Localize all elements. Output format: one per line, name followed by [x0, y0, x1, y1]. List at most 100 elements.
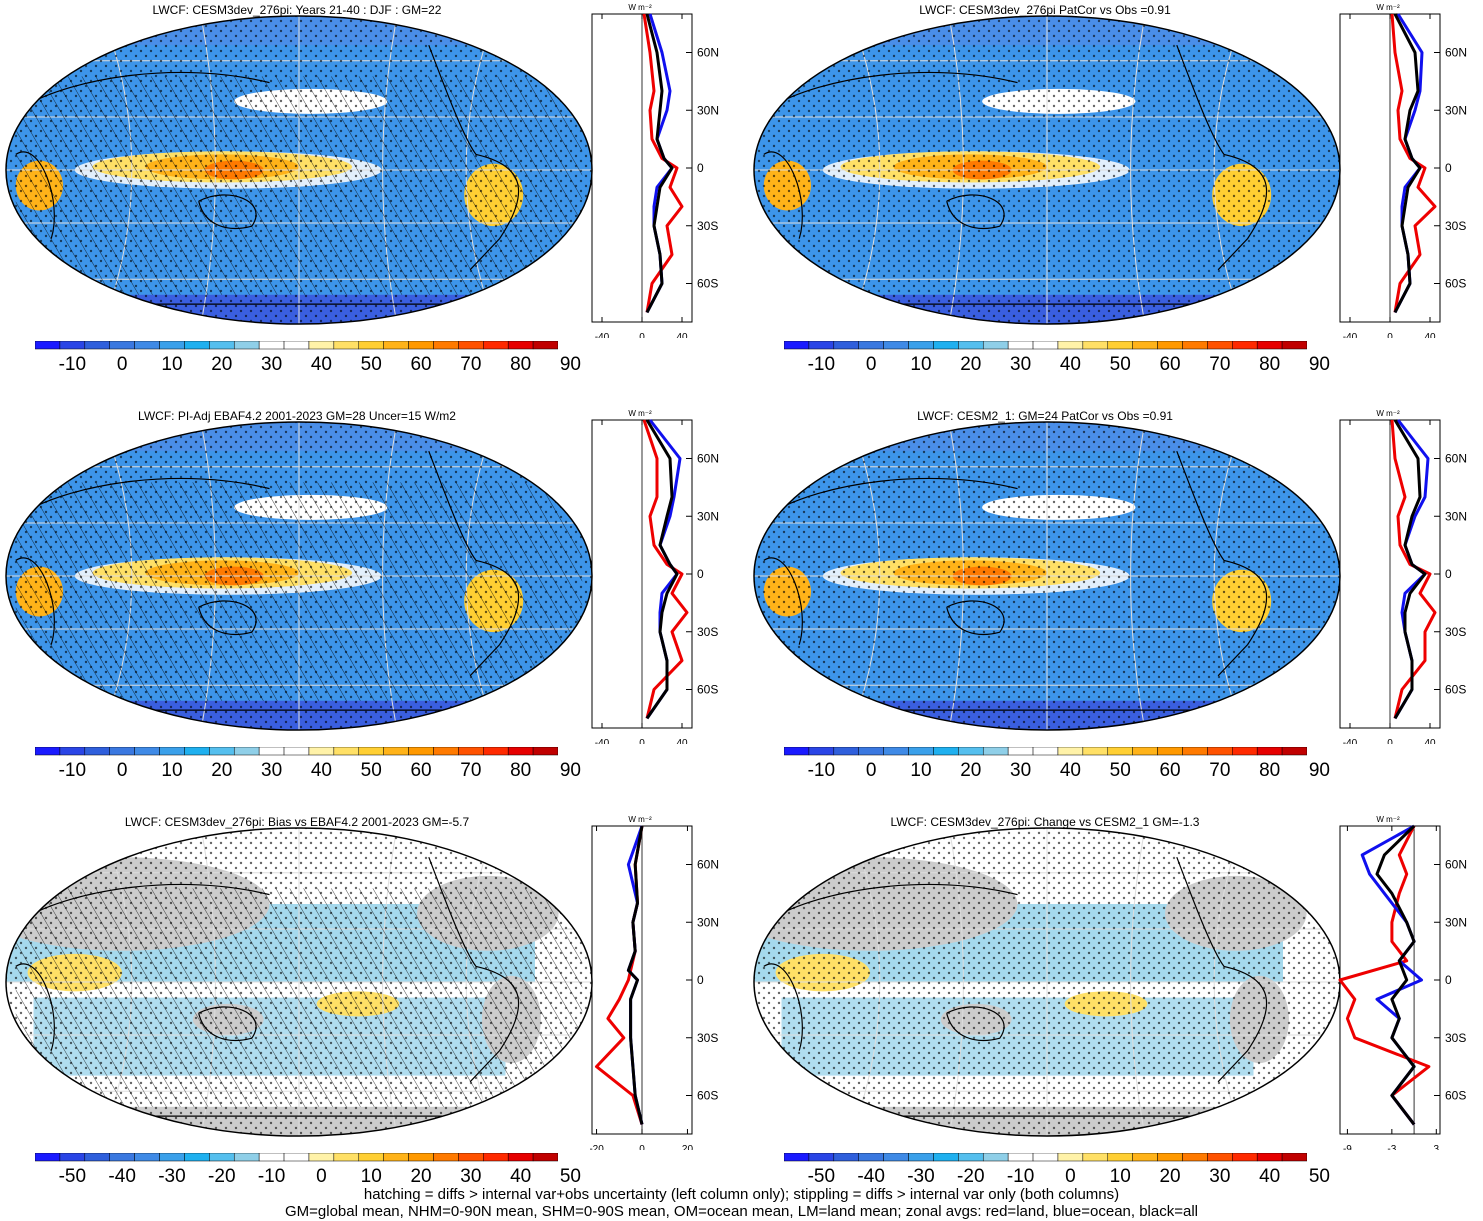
x-tick-label: -9 — [1343, 1144, 1352, 1150]
colorbar-tick-label: 20 — [211, 760, 233, 781]
stippling — [754, 16, 1340, 324]
colorbar-tick-label: 50 — [1109, 354, 1131, 375]
x-tick-label: 40 — [1424, 738, 1436, 744]
colorbar-swatch — [532, 747, 558, 756]
footer-line-1: hatching = diffs > internal var+obs unce… — [363, 1186, 1120, 1203]
colorbar-swatch — [808, 1153, 835, 1162]
colorbar-tick-label: 40 — [1059, 760, 1081, 781]
x-tick-label: 0 — [1387, 738, 1393, 744]
colorbar-swatch — [1232, 1153, 1258, 1162]
colorbar-tick-label: 0 — [316, 1166, 327, 1187]
hatching — [15, 888, 583, 1107]
footer-notes: hatching = diffs > internal var+obs unce… — [0, 1186, 1483, 1220]
colorbar-swatch — [84, 341, 110, 350]
colorbar-tick-label: 50 — [1308, 1166, 1331, 1187]
colorbar-swatch — [258, 1153, 285, 1162]
colorbar-tick-label: 10 — [360, 1166, 382, 1187]
colorbar-swatch — [1082, 341, 1109, 350]
colorbar — [35, 341, 558, 350]
colorbar-labels: -10 0 10 20 30 40 50 60 70 80 90 — [784, 760, 1330, 782]
colorbar-tick-label: 40 — [310, 760, 332, 781]
colorbar-swatch — [109, 1153, 135, 1162]
colorbar-swatch — [308, 1153, 335, 1162]
lat-tick-label: 60S — [1445, 1089, 1466, 1103]
zonal-profile: W m⁻² 60N 30N 0 30S 60S -40 0 40 — [591, 3, 719, 338]
lat-tick-label: 60S — [697, 277, 718, 291]
colorbar-tick-label: 70 — [1209, 354, 1231, 375]
lat-tick-label: 0 — [1445, 973, 1452, 987]
colorbar-tick-label: 60 — [410, 354, 432, 375]
lat-tick-label: 30N — [697, 509, 719, 523]
x-tick-label: 0 — [639, 738, 645, 744]
colorbar-swatch — [1207, 1153, 1233, 1162]
colorbar-tick-label: 50 — [1109, 760, 1131, 781]
colorbar-tick-label: 10 — [1109, 1166, 1131, 1187]
panel-title: LWCF: CESM3dev_276pi PatCor vs Obs =0.91 — [919, 3, 1171, 17]
zonal-profile: W m⁻² 60N 30N 0 30S 60S -9 -3 3 — [1338, 815, 1467, 1150]
robinson-map — [753, 421, 1341, 731]
lat-tick-label: 60N — [697, 858, 719, 872]
colorbar-tick-label: 0 — [865, 760, 877, 781]
colorbar-swatch — [483, 747, 509, 756]
colorbar-swatch — [1157, 747, 1183, 756]
colorbar-swatch — [1007, 1153, 1034, 1162]
colorbar-swatch — [958, 341, 984, 350]
colorbar-swatch — [433, 747, 459, 756]
colorbar-tick-label: 20 — [960, 760, 982, 781]
colorbar-swatch — [35, 747, 61, 756]
colorbar — [784, 1153, 1307, 1162]
colorbar-tick-label: 90 — [1308, 760, 1331, 781]
colorbar-tick-label: 20 — [1159, 1166, 1181, 1187]
colorbar-swatch — [358, 747, 384, 756]
colorbar-tick-label: -20 — [208, 1166, 236, 1187]
colorbar-swatch — [458, 341, 484, 350]
colorbar-swatch — [507, 341, 534, 350]
colorbar — [35, 1153, 558, 1162]
robinson-map — [753, 827, 1341, 1137]
colorbar-tick-label: -10 — [1006, 1166, 1035, 1187]
colorbar-tick-label: 10 — [161, 354, 183, 375]
colorbar-swatch — [358, 1153, 384, 1162]
lat-tick-label: 30N — [1445, 509, 1467, 523]
colorbar-swatch — [84, 1153, 110, 1162]
profile-unit: W m⁻² — [1376, 3, 1400, 12]
colorbar-tick-label: 80 — [510, 760, 532, 781]
colorbar-swatch — [209, 1153, 235, 1162]
colorbar-swatch — [1132, 1153, 1158, 1162]
lat-tick-label: 30N — [1445, 103, 1467, 117]
colorbar-swatch — [159, 341, 185, 350]
colorbar-swatch — [1057, 341, 1084, 350]
colorbar-tick-label: 30 — [261, 354, 283, 375]
colorbar-swatch — [209, 341, 235, 350]
x-tick-label: 40 — [676, 738, 688, 744]
colorbar-swatch — [408, 341, 434, 350]
colorbar-tick-label: 80 — [1259, 760, 1281, 781]
colorbar-swatch — [283, 341, 310, 350]
x-tick-label: 20 — [682, 1144, 694, 1150]
colorbar-swatch — [1182, 341, 1208, 350]
colorbar-swatch — [1232, 747, 1258, 756]
colorbar-swatch — [1281, 341, 1307, 350]
colorbar-swatch — [283, 747, 310, 756]
colorbar-tick-label: 60 — [1159, 354, 1181, 375]
profile-line-all — [1375, 824, 1416, 1126]
colorbar-swatch — [333, 341, 360, 350]
colorbar-swatch — [1007, 747, 1034, 756]
colorbar-swatch — [784, 1153, 810, 1162]
lat-tick-label: 60N — [1445, 858, 1467, 872]
panel-title: LWCF: PI-Adj EBAF4.2 2001-2023 GM=28 Unc… — [138, 409, 456, 423]
colorbar-swatch — [933, 1153, 959, 1162]
colorbar-tick-label: 90 — [1308, 354, 1331, 375]
lat-tick-label: 30S — [1445, 1031, 1466, 1045]
colorbar-swatch — [833, 341, 859, 350]
colorbar-swatch — [982, 747, 1009, 756]
colorbar-tick-label: -10 — [807, 354, 836, 375]
x-tick-label: 0 — [639, 332, 645, 338]
colorbar-swatch — [1132, 341, 1158, 350]
colorbar-tick-label: 80 — [1259, 354, 1281, 375]
colorbar-swatch — [958, 747, 984, 756]
colorbar-swatch — [184, 341, 210, 350]
lat-tick-label: 0 — [697, 161, 704, 175]
hatching — [15, 482, 583, 701]
colorbar-swatch — [908, 1153, 934, 1162]
